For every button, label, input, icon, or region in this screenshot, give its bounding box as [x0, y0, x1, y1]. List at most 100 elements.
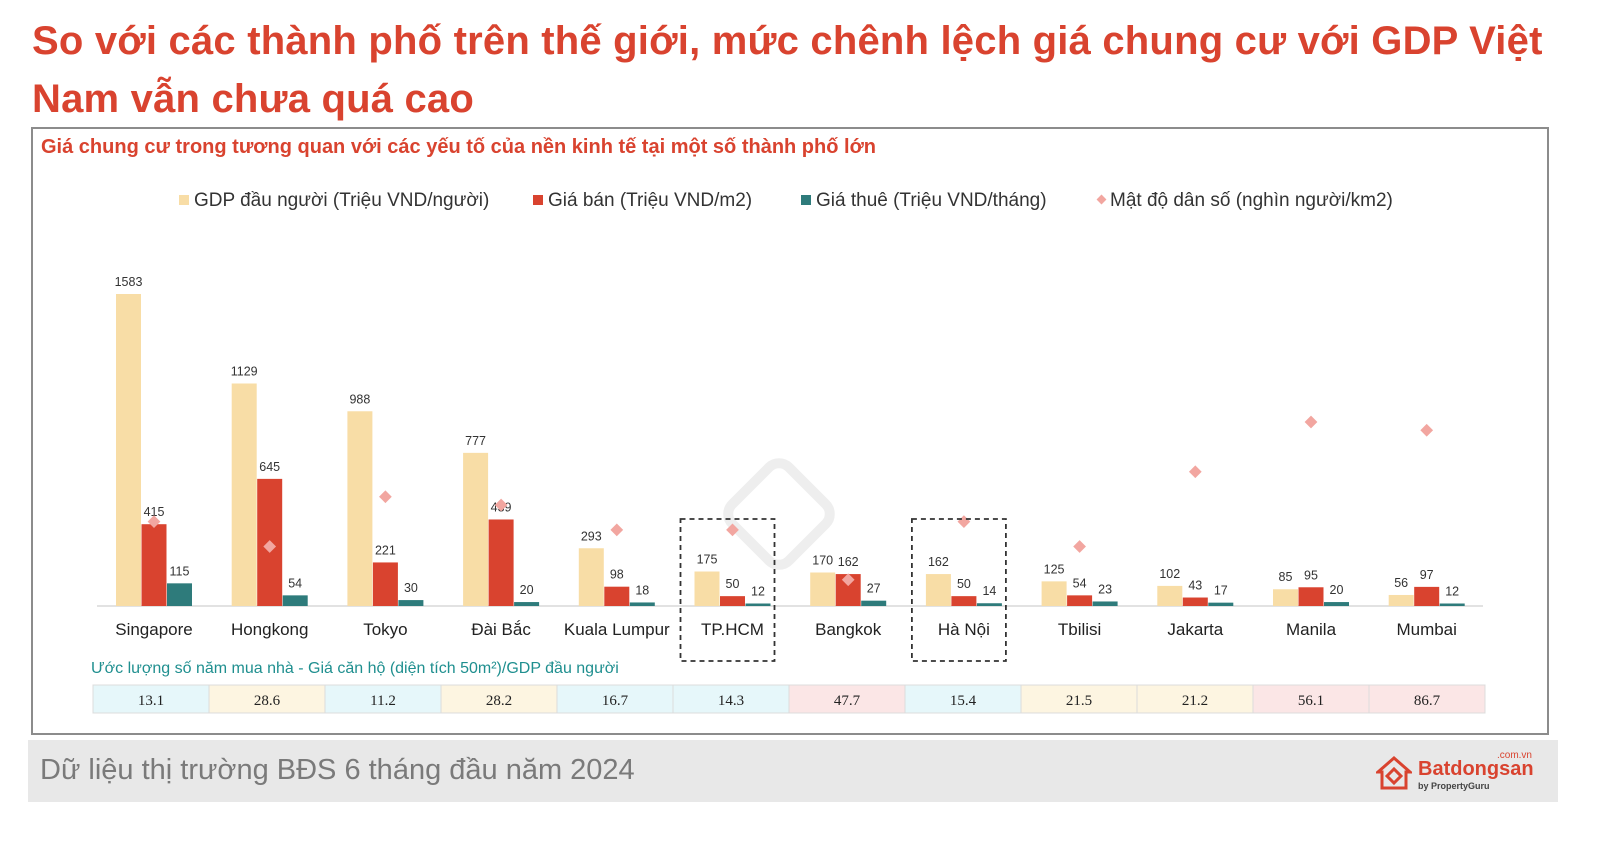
- label-rent-10: 20: [1330, 583, 1344, 597]
- label-gdp-3: 777: [465, 434, 486, 448]
- bar-gdp-10: [1273, 589, 1298, 606]
- chart-svg: Giá chung cư trong tương quan với các yế…: [41, 136, 1486, 714]
- label-price-11: 97: [1420, 568, 1434, 582]
- bar-rent-3: [514, 602, 540, 606]
- density-marker-9: [1188, 465, 1202, 479]
- bar-price-7: [951, 596, 977, 606]
- bar-gdp-2: [347, 411, 373, 606]
- table-value-5: 14.3: [718, 693, 744, 709]
- legend-label-3: Mật độ dân số (nghìn người/km2): [1110, 190, 1393, 211]
- category-label-1: Hongkong: [231, 620, 309, 639]
- label-gdp-4: 293: [581, 529, 602, 543]
- table-cell-3: [440, 684, 558, 714]
- label-price-7: 50: [957, 577, 971, 591]
- legend-swatch-0: [179, 195, 189, 205]
- category-label-4: Kuala Lumpur: [564, 620, 670, 639]
- label-rent-8: 23: [1098, 582, 1112, 596]
- label-gdp-1: 1129: [231, 364, 258, 378]
- label-gdp-11: 56: [1394, 576, 1408, 590]
- table-cell-9: [1136, 684, 1254, 714]
- table-value-8: 21.5: [1066, 693, 1092, 709]
- label-price-6: 162: [838, 555, 859, 569]
- house-logo-icon: [1376, 756, 1412, 790]
- category-label-0: Singapore: [115, 620, 193, 639]
- bar-rent-6: [861, 600, 887, 606]
- label-rent-9: 17: [1214, 584, 1228, 598]
- chart-title: Giá chung cư trong tương quan với các yế…: [41, 136, 876, 158]
- label-price-9: 43: [1188, 579, 1202, 593]
- footer-bar: Dữ liệu thị trường BĐS 6 tháng đầu năm 2…: [28, 740, 1558, 802]
- label-gdp-6: 170: [812, 553, 833, 567]
- category-label-3: Đài Bắc: [471, 620, 531, 639]
- bar-rent-9: [1208, 602, 1234, 606]
- bar-gdp-11: [1388, 594, 1414, 606]
- label-rent-4: 18: [635, 583, 649, 597]
- category-label-7: Hà Nội: [938, 620, 990, 639]
- table-cell-7: [904, 684, 1022, 714]
- bar-rent-11: [1439, 603, 1465, 606]
- label-price-5: 50: [726, 577, 740, 591]
- bar-price-8: [1067, 595, 1093, 606]
- headline: So với các thành phố trên thế giới, mức …: [32, 19, 1543, 121]
- label-gdp-7: 162: [928, 555, 949, 569]
- legend-swatch-1: [533, 195, 543, 205]
- table-cell-10: [1252, 684, 1370, 714]
- label-gdp-9: 102: [1159, 567, 1180, 581]
- bar-gdp-6: [810, 572, 836, 606]
- bar-price-5: [720, 596, 745, 606]
- label-price-1: 645: [259, 460, 280, 474]
- bar-gdp-5: [694, 571, 720, 606]
- bar-rent-10: [1324, 602, 1349, 606]
- density-marker-10: [1304, 415, 1318, 429]
- density-marker-3: [494, 498, 508, 512]
- bar-rent-2: [398, 600, 424, 606]
- density-marker-7: [957, 515, 971, 528]
- category-label-5: TP.HCM: [701, 620, 764, 639]
- table-value-10: 56.1: [1298, 693, 1324, 709]
- bar-rent-1: [282, 595, 308, 606]
- label-price-4: 98: [610, 568, 624, 582]
- label-gdp-2: 988: [349, 392, 370, 406]
- table-cell-0: [92, 684, 210, 714]
- bar-price-4: [604, 586, 630, 606]
- table-cell-4: [556, 684, 674, 714]
- bar-gdp-3: [463, 452, 489, 606]
- bar-price-3: [488, 519, 514, 606]
- bar-price-11: [1414, 586, 1440, 606]
- label-gdp-5: 175: [697, 553, 718, 567]
- logo-byline: by PropertyGuru: [1418, 781, 1490, 791]
- bar-price-9: [1182, 597, 1208, 606]
- highlight-box-1: [911, 518, 1007, 662]
- chart-panel: Giá chung cư trong tương quan với các yế…: [31, 127, 1549, 735]
- label-rent-7: 14: [982, 584, 996, 598]
- table-cell-11: [1368, 684, 1486, 714]
- density-marker-11: [1420, 423, 1434, 437]
- brand-logo[interactable]: Batdongsan .com.vn by PropertyGuru: [1376, 750, 1536, 792]
- label-gdp-8: 125: [1044, 562, 1065, 576]
- bar-price-0: [141, 524, 167, 606]
- table-value-4: 16.7: [602, 693, 629, 709]
- bar-price-2: [372, 562, 398, 606]
- legend-label-2: Giá thuê (Triệu VND/tháng): [816, 190, 1047, 211]
- table-value-2: 11.2: [370, 693, 396, 709]
- label-price-8: 54: [1073, 576, 1087, 590]
- bar-rent-4: [629, 602, 655, 606]
- label-rent-6: 27: [867, 582, 881, 596]
- legend-marker-density: [1096, 194, 1107, 205]
- bar-gdp-1: [231, 383, 257, 606]
- bar-rent-8: [1092, 601, 1118, 606]
- bar-price-10: [1298, 587, 1324, 606]
- watermark-icon: [723, 458, 835, 570]
- category-label-9: Jakarta: [1167, 620, 1223, 639]
- table-value-0: 13.1: [138, 693, 164, 709]
- label-rent-3: 20: [520, 583, 534, 597]
- bar-gdp-0: [116, 294, 141, 606]
- label-rent-1: 54: [288, 576, 302, 590]
- bar-rent-5: [745, 603, 771, 606]
- bar-gdp-8: [1041, 581, 1067, 606]
- bar-gdp-7: [925, 574, 951, 606]
- bar-gdp-9: [1157, 585, 1183, 606]
- label-price-10: 95: [1304, 568, 1318, 582]
- label-rent-0: 115: [170, 564, 190, 578]
- highlight-box-0: [679, 518, 776, 662]
